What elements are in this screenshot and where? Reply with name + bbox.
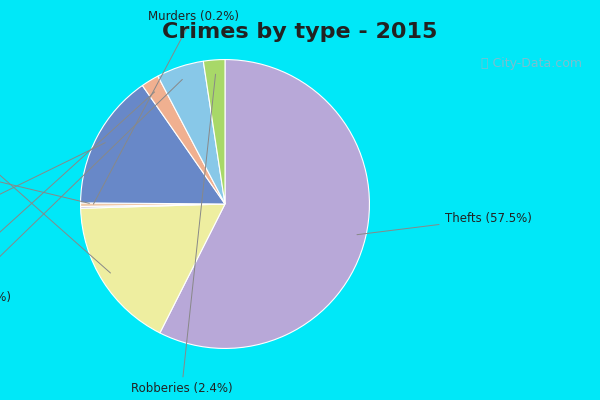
Text: Burglaries (17.1%): Burglaries (17.1%) (0, 108, 110, 273)
Wedge shape (158, 61, 225, 204)
Wedge shape (80, 86, 225, 204)
Text: Murders (0.2%): Murders (0.2%) (94, 10, 239, 204)
Text: Arson (0.4%): Arson (0.4%) (0, 161, 89, 203)
Text: Thefts (57.5%): Thefts (57.5%) (357, 212, 532, 235)
Text: Assaults (15.2%): Assaults (15.2%) (0, 143, 105, 236)
Wedge shape (80, 203, 225, 206)
Text: Crimes by type - 2015: Crimes by type - 2015 (163, 22, 437, 42)
Text: Auto thefts (5.3%): Auto thefts (5.3%) (0, 80, 182, 304)
Text: Robberies (2.4%): Robberies (2.4%) (131, 74, 232, 395)
Wedge shape (80, 204, 225, 333)
Wedge shape (203, 60, 225, 204)
Wedge shape (80, 204, 225, 208)
Text: Rapes (2.0%): Rapes (2.0%) (0, 92, 155, 280)
Wedge shape (160, 60, 370, 348)
Text: ⓘ City-Data.com: ⓘ City-Data.com (481, 57, 582, 70)
Wedge shape (142, 76, 225, 204)
